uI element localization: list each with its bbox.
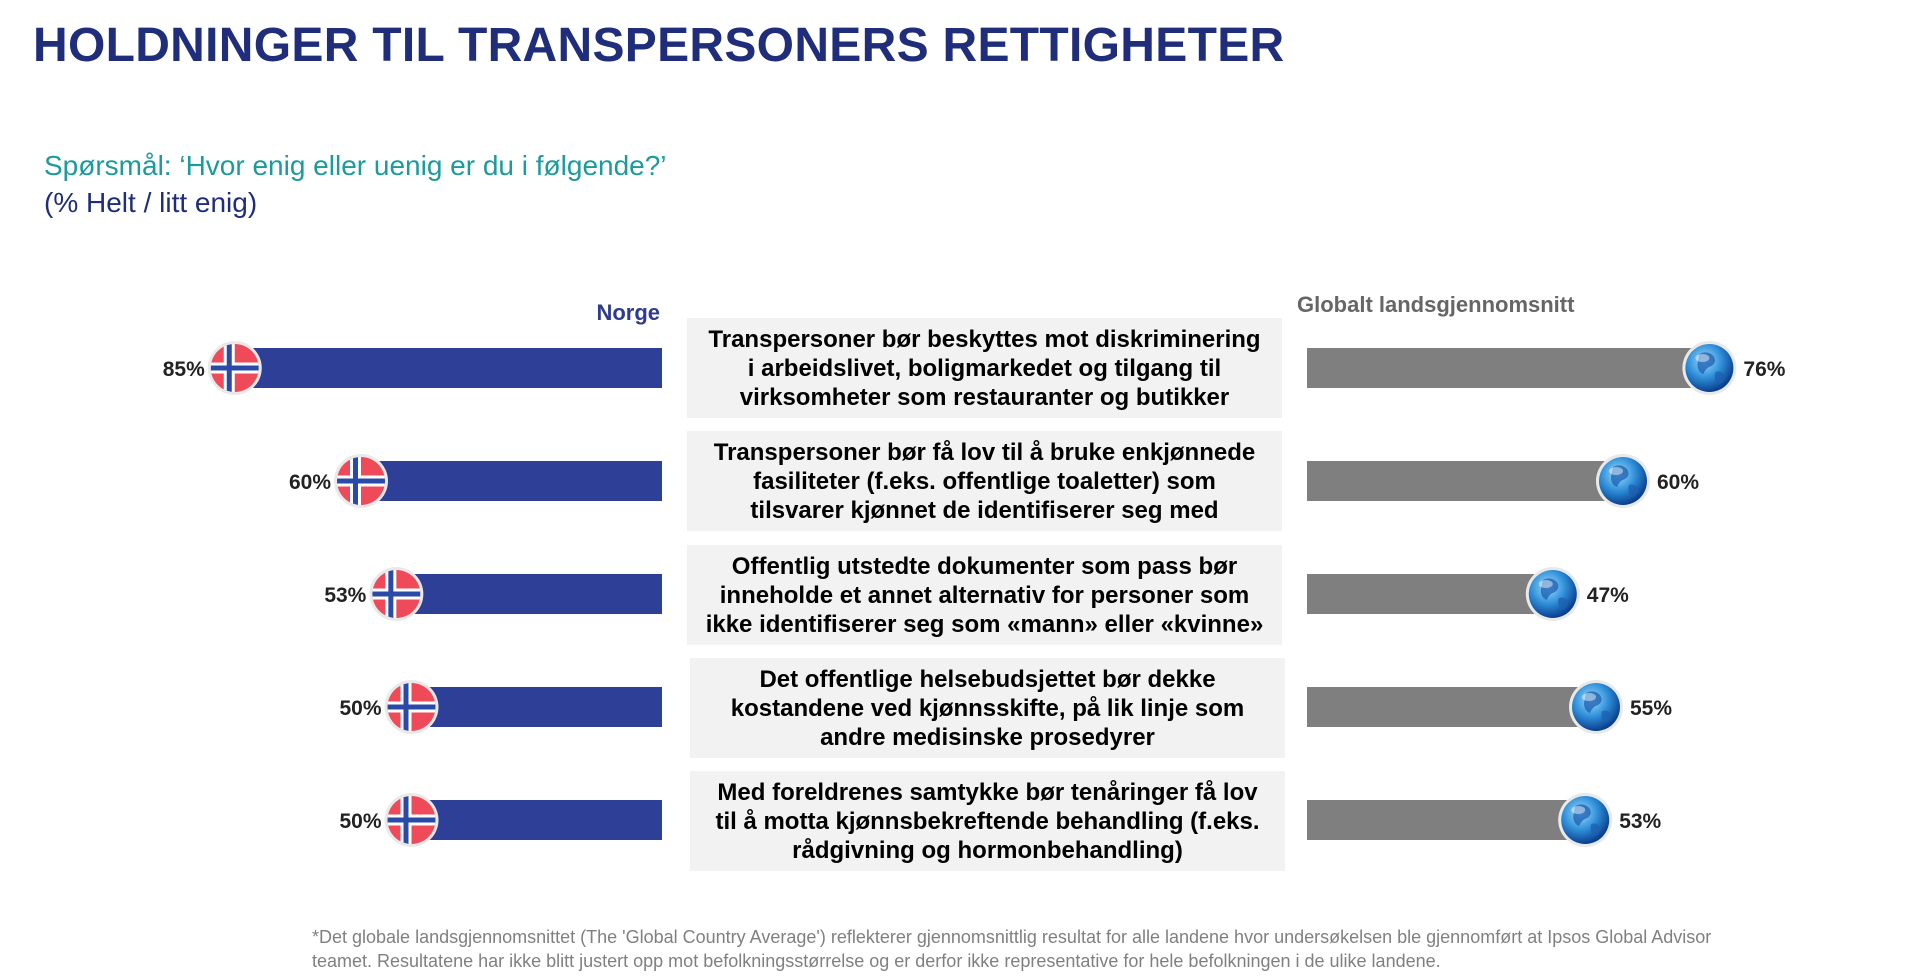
- global-value-label: 60%: [1657, 471, 1699, 494]
- norge-bar: [359, 461, 662, 501]
- question-text: Spørsmål: ‘Hvor enig eller uenig er du i…: [44, 150, 667, 181]
- norway-flag-icon: [334, 454, 388, 508]
- global-value-label: 76%: [1743, 358, 1785, 381]
- globe-icon: [1596, 454, 1650, 508]
- global-bar: [1307, 574, 1561, 614]
- global-bar: [1307, 800, 1594, 840]
- page-title: HOLDNINGER TIL TRANSPERSONERS RETTIGHETE…: [33, 19, 1285, 72]
- norge-value-label: 85%: [163, 358, 205, 381]
- globe-icon: [1558, 793, 1613, 847]
- norge-value-label: 53%: [324, 584, 366, 607]
- norge-bar: [232, 348, 662, 388]
- norge-bar: [409, 687, 662, 727]
- norway-flag-icon: [384, 793, 439, 847]
- norway-flag-icon: [207, 341, 262, 395]
- statement-box: Transpersoner bør få lov til å bruke enk…: [687, 431, 1282, 531]
- norway-flag-icon: [384, 680, 439, 734]
- statement-box: Det offentlige helsebudsjettet bør dekke…: [690, 658, 1285, 758]
- norge-value-label: 50%: [339, 810, 381, 833]
- series-label-norge: Norge: [596, 300, 660, 325]
- footnote: *Det globale landsgjennomsnittet (The 'G…: [312, 927, 1712, 971]
- norge-value-label: 50%: [339, 697, 381, 720]
- global-bar: [1307, 348, 1718, 388]
- norge-value-label: 60%: [289, 471, 331, 494]
- global-value-label: 53%: [1619, 810, 1661, 833]
- statement-box: Transpersoner bør beskyttes mot diskrimi…: [687, 318, 1282, 418]
- global-value-label: 55%: [1630, 697, 1672, 720]
- global-bar: [1307, 461, 1631, 501]
- globe-icon: [1569, 680, 1623, 734]
- norge-bar: [394, 574, 662, 614]
- norway-flag-icon: [369, 567, 424, 621]
- statement-box: Offentlig utstedte dokumenter som pass b…: [687, 545, 1282, 645]
- global-value-label: 47%: [1587, 584, 1629, 607]
- statement-box: Med foreldrenes samtykke bør tenåringer …: [690, 771, 1285, 871]
- norge-bar: [409, 800, 662, 840]
- series-label-global: Globalt landsgjennomsnitt: [1297, 292, 1575, 317]
- globe-icon: [1682, 341, 1737, 395]
- global-bar: [1307, 687, 1604, 727]
- globe-icon: [1525, 567, 1580, 621]
- unit-text: (% Helt / litt enig): [44, 187, 258, 218]
